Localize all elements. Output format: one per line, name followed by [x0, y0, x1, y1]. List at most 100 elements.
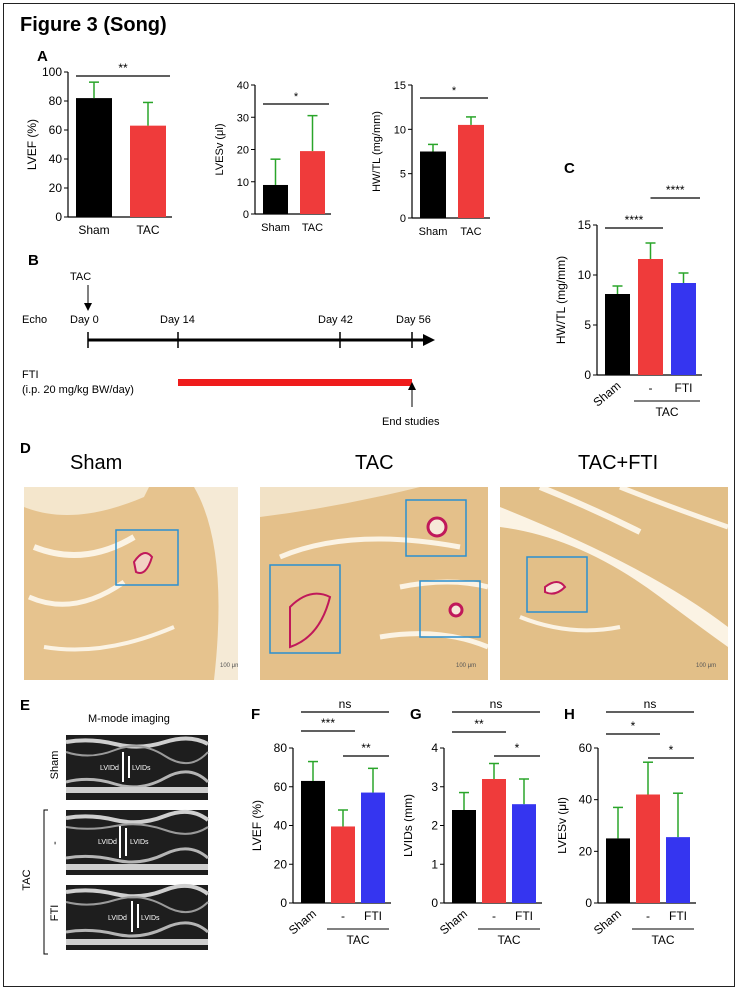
y-tick-label: 20 [579, 844, 593, 858]
y-axis-label: LVEF (%) [250, 800, 264, 851]
y-tick-label: 4 [431, 741, 438, 755]
highlight-box [526, 556, 588, 613]
y-tick-label: 0 [584, 368, 591, 382]
significance-label: * [294, 91, 299, 103]
histology-image-tac: 100 μm [260, 487, 488, 680]
category-label: Sham [437, 907, 470, 938]
y-axis-label: LVIDs (mm) [404, 794, 415, 857]
category-label: Sham [419, 226, 448, 238]
y-tick-label: 60 [579, 741, 593, 755]
timeline-end-label: End studies [382, 416, 440, 428]
y-tick-label: 0 [400, 213, 406, 225]
group-label: TAC [497, 933, 520, 947]
y-tick-label: 40 [237, 80, 249, 92]
histology-title-tac-fti: TAC+FTI [578, 452, 659, 474]
y-tick-label: 2 [431, 819, 438, 833]
category-label: - [646, 909, 650, 923]
mmode-panel: Sham - FTI TAC LVIDd LVIDs LVIDd LVIDs L… [21, 735, 210, 955]
bar-1 [331, 826, 355, 903]
category-label: FTI [515, 909, 533, 923]
panel-label-b: B [28, 252, 39, 269]
timeline-day-42: Day 42 [318, 314, 353, 326]
histology-image-tac-fti: 100 μm [500, 487, 728, 680]
category-label: TAC [460, 226, 481, 238]
significance-label: ** [118, 61, 128, 75]
group-label: TAC [651, 933, 674, 947]
scale-label: 100 μm [220, 663, 238, 669]
category-label: Sham [286, 907, 319, 938]
bar-1 [300, 151, 325, 214]
mmode-group-tac: TAC [21, 869, 33, 890]
bar-2 [671, 283, 696, 375]
y-tick-label: 40 [49, 152, 63, 166]
scale-label: 100 μm [696, 663, 716, 669]
figure-title: Figure 3 (Song) [20, 14, 167, 36]
panel-label-h: H [564, 706, 575, 723]
timeline-arrow-head [423, 334, 435, 346]
mmode-row-tac: - [49, 841, 61, 845]
mmode-row-sham: Sham [49, 751, 61, 780]
y-tick-label: 3 [431, 780, 438, 794]
significance-label: **** [625, 213, 644, 227]
y-tick-label: 15 [578, 218, 592, 232]
panel-label-g: G [410, 706, 422, 723]
bar-0 [76, 98, 112, 217]
y-axis-label: LVESv (μl) [558, 797, 569, 854]
category-label: Sham [590, 379, 623, 410]
timeline-day-0: Day 0 [70, 314, 99, 326]
y-tick-label: 0 [431, 896, 438, 910]
significance-label: ns [339, 697, 352, 711]
bar-0 [452, 810, 476, 903]
y-tick-label: 60 [49, 123, 63, 137]
significance-label: ** [361, 741, 371, 755]
y-tick-label: 40 [274, 819, 288, 833]
significance-label: **** [666, 183, 685, 197]
significance-label: ns [644, 697, 657, 711]
mmode-lvids-label: LVIDs [130, 839, 149, 846]
category-label: FTI [675, 381, 693, 395]
y-axis-label: HW/TL (mg/mm) [371, 111, 383, 192]
y-tick-label: 5 [400, 169, 406, 181]
bar-1 [636, 794, 660, 903]
bar-1 [130, 125, 166, 217]
lvesv-sham-tac-chart: 0 10 20 30 40 LVESv (μl) Sham TAC * [214, 80, 331, 234]
category-label: Sham [261, 222, 290, 234]
bar-1 [482, 779, 506, 903]
y-tick-label: 80 [274, 741, 288, 755]
mmode-row-fti: FTI [49, 905, 61, 922]
bar-0 [605, 294, 630, 375]
y-tick-label: 10 [578, 268, 592, 282]
y-tick-label: 10 [394, 124, 406, 136]
mmode-lvidd-label: LVIDd [108, 915, 127, 922]
timeline-echo-label: Echo [22, 314, 47, 326]
category-label: FTI [364, 909, 382, 923]
panel-label-d: D [20, 440, 31, 457]
histology-title-tac: TAC [355, 452, 394, 474]
y-tick-label: 0 [55, 210, 62, 224]
group-label: TAC [655, 405, 678, 419]
mmode-image-fti: LVIDd LVIDs [65, 883, 210, 950]
fti-treatment-bar [178, 379, 412, 386]
study-timeline: TAC Echo Day 0 Day 14 Day 42 Day 56 FTI … [22, 271, 440, 428]
panel-label-e: E [20, 697, 31, 714]
y-axis-label: LVESv (μl) [214, 124, 226, 176]
timeline-fti-label: FTI [22, 369, 39, 381]
y-tick-label: 15 [394, 80, 406, 92]
significance-label: ** [474, 717, 484, 731]
mmode-image-sham: LVIDd LVIDs [65, 735, 210, 800]
category-label: TAC [302, 222, 323, 234]
category-label: - [492, 909, 496, 923]
category-label: FTI [669, 909, 687, 923]
bar-0 [606, 838, 630, 903]
significance-label: *** [321, 716, 335, 730]
y-tick-label: 0 [280, 896, 287, 910]
y-tick-label: 0 [585, 896, 592, 910]
bar-1 [638, 259, 663, 375]
category-label: Sham [591, 907, 624, 938]
mmode-image-tac: LVIDd LVIDs [65, 809, 210, 875]
mmode-lvids-label: LVIDs [141, 915, 160, 922]
significance-label: * [452, 85, 457, 97]
y-tick-label: 20 [274, 857, 288, 871]
